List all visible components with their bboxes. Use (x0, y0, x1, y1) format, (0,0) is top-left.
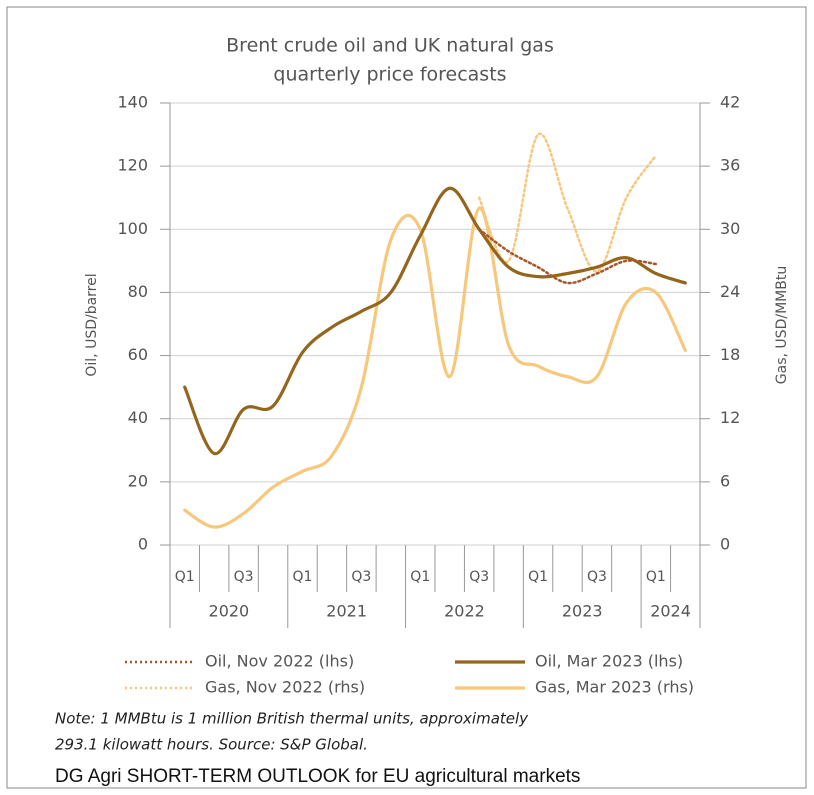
x-tick-label: Q1 (410, 569, 430, 585)
x-tick-label: Q3 (351, 569, 371, 585)
note: 293.1 kilowatt hours. Source: S&P Global… (55, 736, 368, 754)
line-series (477, 228, 658, 285)
x-tick-label: Q1 (528, 569, 548, 585)
x-tick-label: Q1 (175, 569, 195, 585)
y2-tick-label: 18 (720, 345, 740, 364)
x-tick-label: Q1 (293, 569, 313, 585)
y2-tick-label: 6 (720, 471, 730, 490)
legend-label: Oil, Nov 2022 (lhs) (205, 652, 354, 671)
line-series (183, 186, 687, 456)
x-group-label: 2020 (209, 602, 250, 621)
x-tick-label: Q3 (234, 569, 254, 585)
chart-title: Brent crude oil and UK natural gas (226, 35, 554, 57)
x-group-label: 2024 (650, 602, 691, 621)
y2-tick-label: 0 (720, 535, 730, 554)
x-group-label: 2021 (326, 602, 367, 621)
line-series (183, 206, 687, 529)
y-tick-label: 40 (128, 408, 148, 427)
y-tick-label: 80 (128, 282, 148, 301)
y-tick-label: 60 (128, 345, 148, 364)
legend-label: Gas, Mar 2023 (rhs) (535, 678, 694, 697)
line-series (477, 132, 658, 273)
frame (6, 6, 807, 789)
y2-tick-label: 12 (720, 408, 740, 427)
y-axis-label: Oil, USD/barrel (84, 273, 100, 376)
y-tick-label: 100 (117, 219, 148, 238)
legend-label: Oil, Mar 2023 (lhs) (535, 652, 683, 671)
footer: DG Agri SHORT-TERM OUTLOOK for EU agricu… (55, 766, 580, 787)
y-tick-label: 140 (117, 93, 148, 112)
note: Note: 1 MMBtu is 1 million British therm… (55, 710, 529, 728)
y-tick-label: 20 (128, 471, 148, 490)
y2-tick-label: 24 (720, 282, 740, 301)
x-tick-label: Q3 (587, 569, 607, 585)
y-tick-label: 120 (117, 156, 148, 175)
x-group-label: 2023 (562, 602, 603, 621)
y2-tick-label: 30 (720, 219, 740, 238)
legend-label: Gas, Nov 2022 (rhs) (205, 678, 365, 697)
y2-axis-label: Gas, USD/MMBtu (774, 266, 790, 384)
y-tick-label: 0 (138, 535, 148, 554)
y2-tick-label: 42 (720, 93, 740, 112)
y2-tick-label: 36 (720, 156, 740, 175)
chart-title: quarterly price forecasts (273, 64, 506, 86)
x-group-label: 2022 (444, 602, 485, 621)
x-tick-label: Q1 (646, 569, 666, 585)
x-tick-label: Q3 (469, 569, 489, 585)
